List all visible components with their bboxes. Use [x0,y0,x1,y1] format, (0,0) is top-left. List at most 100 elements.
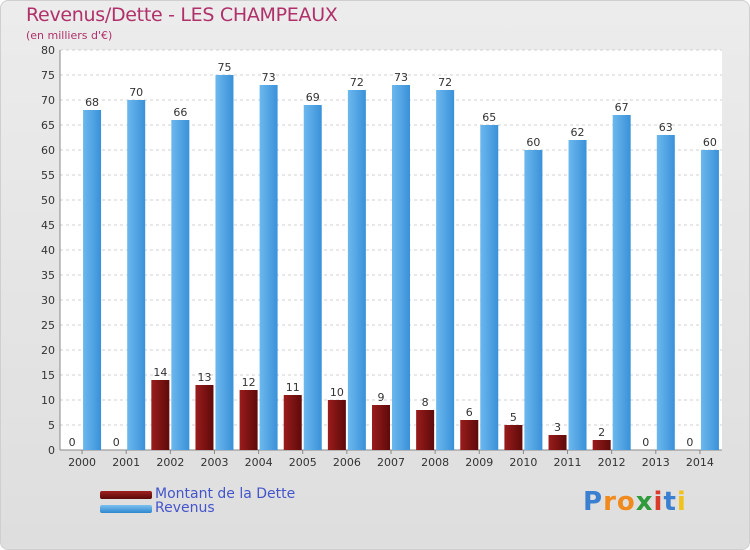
data-label-revenus: 60 [703,136,717,149]
x-tick-label: 2014 [686,456,714,469]
data-label-dette: 9 [378,391,385,404]
chart-subtitle: (en milliers d'€) [26,29,113,42]
x-tick-label: 2004 [245,456,273,469]
bar-dette [372,405,390,450]
data-label-revenus: 70 [129,86,143,99]
data-label-dette: 13 [197,371,211,384]
data-label-dette: 10 [330,386,344,399]
data-label-dette: 2 [598,426,605,439]
data-label-dette: 0 [686,436,693,449]
bar-dette [592,440,611,450]
x-tick-label: 2000 [68,456,96,469]
x-tick-label: 2005 [289,456,317,469]
data-label-revenus: 65 [482,111,496,124]
bar-dette [283,395,302,450]
x-tick-label: 2006 [333,456,361,469]
x-tick-label: 2001 [112,456,140,469]
x-tick-label: 2007 [377,456,405,469]
data-label-revenus: 75 [217,61,231,74]
bar-dette [460,420,479,450]
bar-dette [548,435,567,450]
data-label-dette: 12 [242,376,256,389]
bar-dette [239,390,258,450]
bar-dette [504,425,523,450]
y-tick-label: 60 [41,144,55,157]
y-tick-label: 20 [41,344,55,357]
data-label-dette: 0 [69,436,76,449]
bar-revenus [524,150,543,450]
data-label-revenus: 67 [615,101,629,114]
bar-revenus [568,140,587,450]
y-tick-label: 65 [41,119,55,132]
legend-swatch-revenus [100,505,152,513]
bar-revenus [347,90,366,450]
data-label-revenus: 73 [394,71,408,84]
logo-letter: o [616,487,636,517]
x-tick-label: 2008 [421,456,449,469]
data-label-revenus: 63 [659,121,673,134]
bar-revenus [83,110,102,450]
bar-dette [151,380,170,450]
x-tick-label: 2011 [554,456,582,469]
data-label-revenus: 66 [173,106,187,119]
data-label-dette: 3 [554,421,561,434]
data-label-dette: 8 [422,396,429,409]
bar-revenus [303,105,322,450]
bar-revenus [700,150,719,450]
data-label-revenus: 72 [350,76,364,89]
y-tick-label: 30 [41,294,55,307]
y-tick-label: 40 [41,244,55,257]
y-tick-label: 35 [41,269,55,282]
logo-letter: i [676,487,687,517]
proxiti-logo: Proxiti [583,487,687,517]
bar-revenus [480,125,499,450]
data-label-dette: 5 [510,411,517,424]
y-tick-label: 25 [41,319,55,332]
data-label-dette: 11 [286,381,300,394]
x-tick-label: 2002 [156,456,184,469]
y-tick-label: 5 [48,419,55,432]
y-tick-label: 15 [41,369,55,382]
data-label-revenus: 60 [526,136,540,149]
y-tick-label: 50 [41,194,55,207]
bar-dette [416,410,435,450]
logo-letter: t [663,487,677,517]
y-tick-label: 55 [41,169,55,182]
bar-revenus [215,75,234,450]
logo-letter: i [653,487,664,517]
data-label-dette: 14 [153,366,167,379]
data-label-revenus: 62 [571,126,585,139]
y-tick-label: 10 [41,394,55,407]
bar-revenus [612,115,631,450]
chart-title: Revenus/Dette - LES CHAMPEAUX [26,4,338,26]
data-label-revenus: 68 [85,96,99,109]
y-tick-label: 80 [41,44,55,57]
y-tick-label: 45 [41,219,55,232]
data-label-revenus: 72 [438,76,452,89]
legend-label-dette: Montant de la Dette [155,486,296,502]
data-label-revenus: 73 [262,71,276,84]
bar-revenus [127,100,146,450]
x-tick-label: 2010 [509,456,537,469]
bar-revenus [171,120,190,450]
bar-dette [195,385,214,450]
logo-letter: P [583,487,604,517]
y-tick-label: 75 [41,69,55,82]
y-tick-label: 70 [41,94,55,107]
data-label-dette: 6 [466,406,473,419]
data-label-dette: 0 [113,436,120,449]
x-tick-label: 2009 [465,456,493,469]
data-label-revenus: 69 [306,91,320,104]
bar-revenus [656,135,675,450]
x-tick-label: 2003 [200,456,228,469]
data-label-dette: 0 [642,436,649,449]
bar-dette [327,400,346,450]
x-tick-label: 2013 [642,456,670,469]
y-tick-label: 0 [48,444,55,457]
bar-revenus [259,85,278,450]
logo-letter: r [603,487,617,517]
bar-revenus [392,85,410,450]
x-tick-label: 2012 [598,456,626,469]
legend-label-revenus: Revenus [155,500,215,516]
